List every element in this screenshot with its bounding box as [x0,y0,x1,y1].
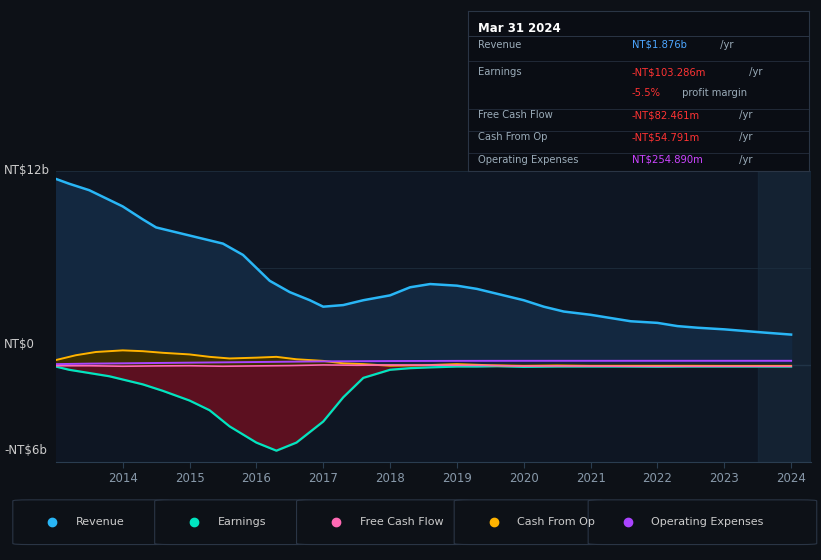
Text: Revenue: Revenue [76,517,125,527]
Text: Earnings: Earnings [218,517,266,527]
Text: profit margin: profit margin [679,88,747,98]
Text: /yr: /yr [736,110,753,120]
Text: -NT$103.286m: -NT$103.286m [631,67,706,77]
FancyBboxPatch shape [588,500,817,544]
Bar [758,171,811,462]
Text: /yr: /yr [736,155,753,165]
Text: Revenue: Revenue [478,40,521,50]
Text: NT$1.876b: NT$1.876b [631,40,686,50]
Text: Operating Expenses: Operating Expenses [651,517,764,527]
Text: -NT$6b: -NT$6b [4,444,47,458]
Text: -NT$54.791m: -NT$54.791m [631,133,699,142]
FancyBboxPatch shape [296,500,470,544]
Text: /yr: /yr [718,40,734,50]
Text: Earnings: Earnings [478,67,522,77]
Text: Free Cash Flow: Free Cash Flow [360,517,443,527]
Text: Cash From Op: Cash From Op [478,133,548,142]
Text: -NT$82.461m: -NT$82.461m [631,110,699,120]
Text: NT$12b: NT$12b [4,164,50,178]
Text: /yr: /yr [736,133,753,142]
Text: Cash From Op: Cash From Op [517,517,595,527]
Text: /yr: /yr [746,67,763,77]
Text: Mar 31 2024: Mar 31 2024 [478,22,561,35]
Text: Free Cash Flow: Free Cash Flow [478,110,553,120]
Text: NT$0: NT$0 [4,338,35,351]
Text: NT$254.890m: NT$254.890m [631,155,702,165]
Text: -5.5%: -5.5% [631,88,661,98]
FancyBboxPatch shape [154,500,312,544]
Text: Operating Expenses: Operating Expenses [478,155,579,165]
FancyBboxPatch shape [454,500,604,544]
FancyBboxPatch shape [13,500,171,544]
